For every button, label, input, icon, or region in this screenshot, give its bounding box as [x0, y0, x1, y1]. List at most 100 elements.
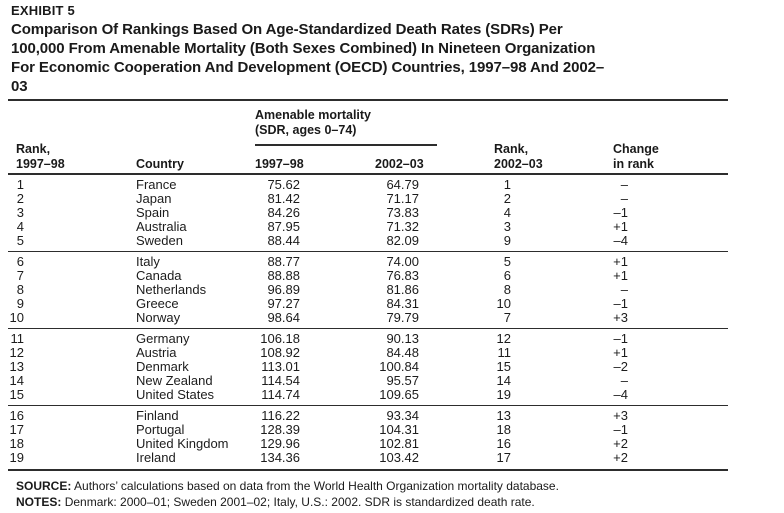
table-header: Amenable mortality (SDR, ages 0–74) Rank…	[8, 101, 728, 173]
cell-change-in-rank: –	[620, 282, 628, 297]
table-row: 3 Spain 84.26 73.83 4 –1	[8, 206, 728, 220]
cell-rank-2002-03: 5	[503, 254, 511, 269]
cell-country: Norway	[136, 310, 181, 325]
cell-sdr-1997-98: 128.39	[260, 422, 300, 437]
cell-sdr-1997-98: 116.22	[261, 408, 300, 423]
source-note: SOURCE: Authors’ calculations based on d…	[16, 480, 784, 493]
cell-rank-2002-03: 4	[503, 205, 511, 220]
cell-rank-1997-98: 3	[16, 205, 24, 220]
header-rank-1997-98: Rank, 1997–98	[16, 142, 65, 172]
cell-sdr-2002-03: 102.81	[379, 436, 419, 451]
cell-change-in-rank: +3	[613, 310, 628, 325]
cell-rank-2002-03: 19	[496, 387, 511, 402]
header-sdr-2002-03: 2002–03	[375, 157, 424, 171]
cell-rank-1997-98: 16	[9, 408, 24, 423]
cell-rank-1997-98: 6	[16, 254, 24, 269]
cell-sdr-1997-98: 88.77	[267, 254, 300, 269]
cell-rank-2002-03: 9	[503, 233, 511, 248]
cell-rank-2002-03: 13	[496, 408, 511, 423]
cell-sdr-1997-98: 114.54	[261, 373, 300, 388]
cell-rank-1997-98: 9	[16, 296, 24, 311]
cell-sdr-2002-03: 71.32	[386, 219, 419, 234]
cell-sdr-2002-03: 74.00	[386, 254, 419, 269]
header-sdr-1997-98: 1997–98	[255, 157, 304, 171]
cell-rank-2002-03: 10	[496, 296, 511, 311]
cell-rank-2002-03: 11	[497, 345, 512, 360]
cell-rank-1997-98: 15	[9, 387, 24, 402]
cell-sdr-2002-03: 73.83	[386, 205, 419, 220]
cell-sdr-1997-98: 97.27	[267, 296, 300, 311]
cell-change-in-rank: +1	[613, 268, 628, 283]
table-group: 1 France 75.62 64.79 1 – 2 Japan 81.42 71.17 2 – 3 Sp…	[8, 175, 728, 252]
cell-rank-1997-98: 12	[9, 345, 24, 360]
cell-sdr-2002-03: 82.09	[386, 233, 419, 248]
cell-sdr-1997-98: 108.92	[260, 345, 300, 360]
header-country: Country	[136, 157, 184, 171]
source-label: SOURCE:	[16, 479, 72, 493]
table-row: 5 Sweden 88.44 82.09 9 –4	[8, 234, 728, 248]
cell-sdr-1997-98: 88.44	[267, 233, 300, 248]
table-row: 9 Greece 97.27 84.31 10 –1	[8, 297, 728, 311]
cell-country: Netherlands	[136, 282, 207, 297]
table-bottom-rule	[8, 469, 728, 471]
table-row: 4 Australia 87.95 71.32 3 +1	[8, 220, 728, 234]
cell-change-in-rank: –2	[613, 359, 628, 374]
cell-rank-1997-98: 17	[9, 422, 24, 437]
cell-sdr-2002-03: 81.86	[386, 282, 419, 297]
cell-change-in-rank: –	[620, 373, 628, 388]
cell-rank-1997-98: 14	[9, 373, 24, 388]
header-rank-2002-03: Rank, 2002–03	[494, 142, 543, 172]
cell-country: United Kingdom	[136, 436, 229, 451]
cell-change-in-rank: –	[620, 191, 628, 206]
header-amenable-mortality: Amenable mortality (SDR, ages 0–74)	[255, 108, 371, 138]
cell-change-in-rank: +2	[613, 436, 628, 451]
cell-sdr-1997-98: 113.01	[261, 359, 300, 374]
cell-change-in-rank: –1	[613, 422, 628, 437]
cell-rank-2002-03: 15	[496, 359, 511, 374]
header-line: in rank	[613, 157, 654, 171]
title-line: Comparison Of Rankings Based On Age-Stan…	[11, 21, 563, 38]
cell-rank-2002-03: 3	[503, 219, 511, 234]
cell-country: France	[136, 177, 177, 192]
cell-change-in-rank: –4	[613, 387, 628, 402]
cell-sdr-2002-03: 109.65	[379, 387, 419, 402]
notes-label: NOTES:	[16, 495, 62, 509]
cell-sdr-2002-03: 84.48	[386, 345, 419, 360]
cell-rank-2002-03: 2	[503, 191, 511, 206]
cell-country: Greece	[136, 296, 179, 311]
cell-rank-1997-98: 4	[16, 219, 24, 234]
cell-sdr-1997-98: 84.26	[267, 205, 300, 220]
cell-country: Denmark	[136, 359, 189, 374]
cell-country: Australia	[136, 219, 187, 234]
cell-sdr-1997-98: 129.96	[260, 436, 300, 451]
table-row: 11 Germany 106.18 90.13 12 –1	[8, 332, 728, 346]
cell-sdr-1997-98: 87.95	[267, 219, 300, 234]
cell-country: Portugal	[136, 422, 185, 437]
cell-rank-2002-03: 8	[503, 282, 511, 297]
cell-change-in-rank: –1	[613, 331, 628, 346]
cell-country: Spain	[136, 205, 170, 220]
cell-sdr-2002-03: 104.31	[379, 422, 419, 437]
cell-sdr-2002-03: 103.42	[379, 450, 419, 465]
cell-change-in-rank: +1	[613, 254, 628, 269]
cell-sdr-2002-03: 76.83	[386, 268, 419, 283]
cell-rank-1997-98: 1	[16, 177, 24, 192]
cell-country: Canada	[136, 268, 182, 283]
cell-change-in-rank: –1	[613, 205, 628, 220]
cell-sdr-1997-98: 98.64	[267, 310, 300, 325]
header-line: Rank,	[494, 142, 529, 156]
table-row: 17 Portugal 128.39 104.31 18 –1	[8, 423, 728, 437]
table-row: 13 Denmark 113.01 100.84 15 –2	[8, 360, 728, 374]
cell-sdr-2002-03: 79.79	[386, 310, 419, 325]
cell-sdr-1997-98: 81.42	[267, 191, 300, 206]
header-line: Change	[613, 142, 659, 156]
table-row: 1 France 75.62 64.79 1 –	[8, 178, 728, 192]
header-line: 2002–03	[494, 157, 543, 171]
cell-rank-1997-98: 19	[9, 450, 24, 465]
spanner-line1: Amenable mortality	[255, 108, 372, 122]
cell-country: United States	[136, 387, 215, 402]
header-rule	[8, 173, 728, 175]
cell-sdr-2002-03: 95.57	[386, 373, 419, 388]
cell-change-in-rank: +3	[613, 408, 628, 423]
